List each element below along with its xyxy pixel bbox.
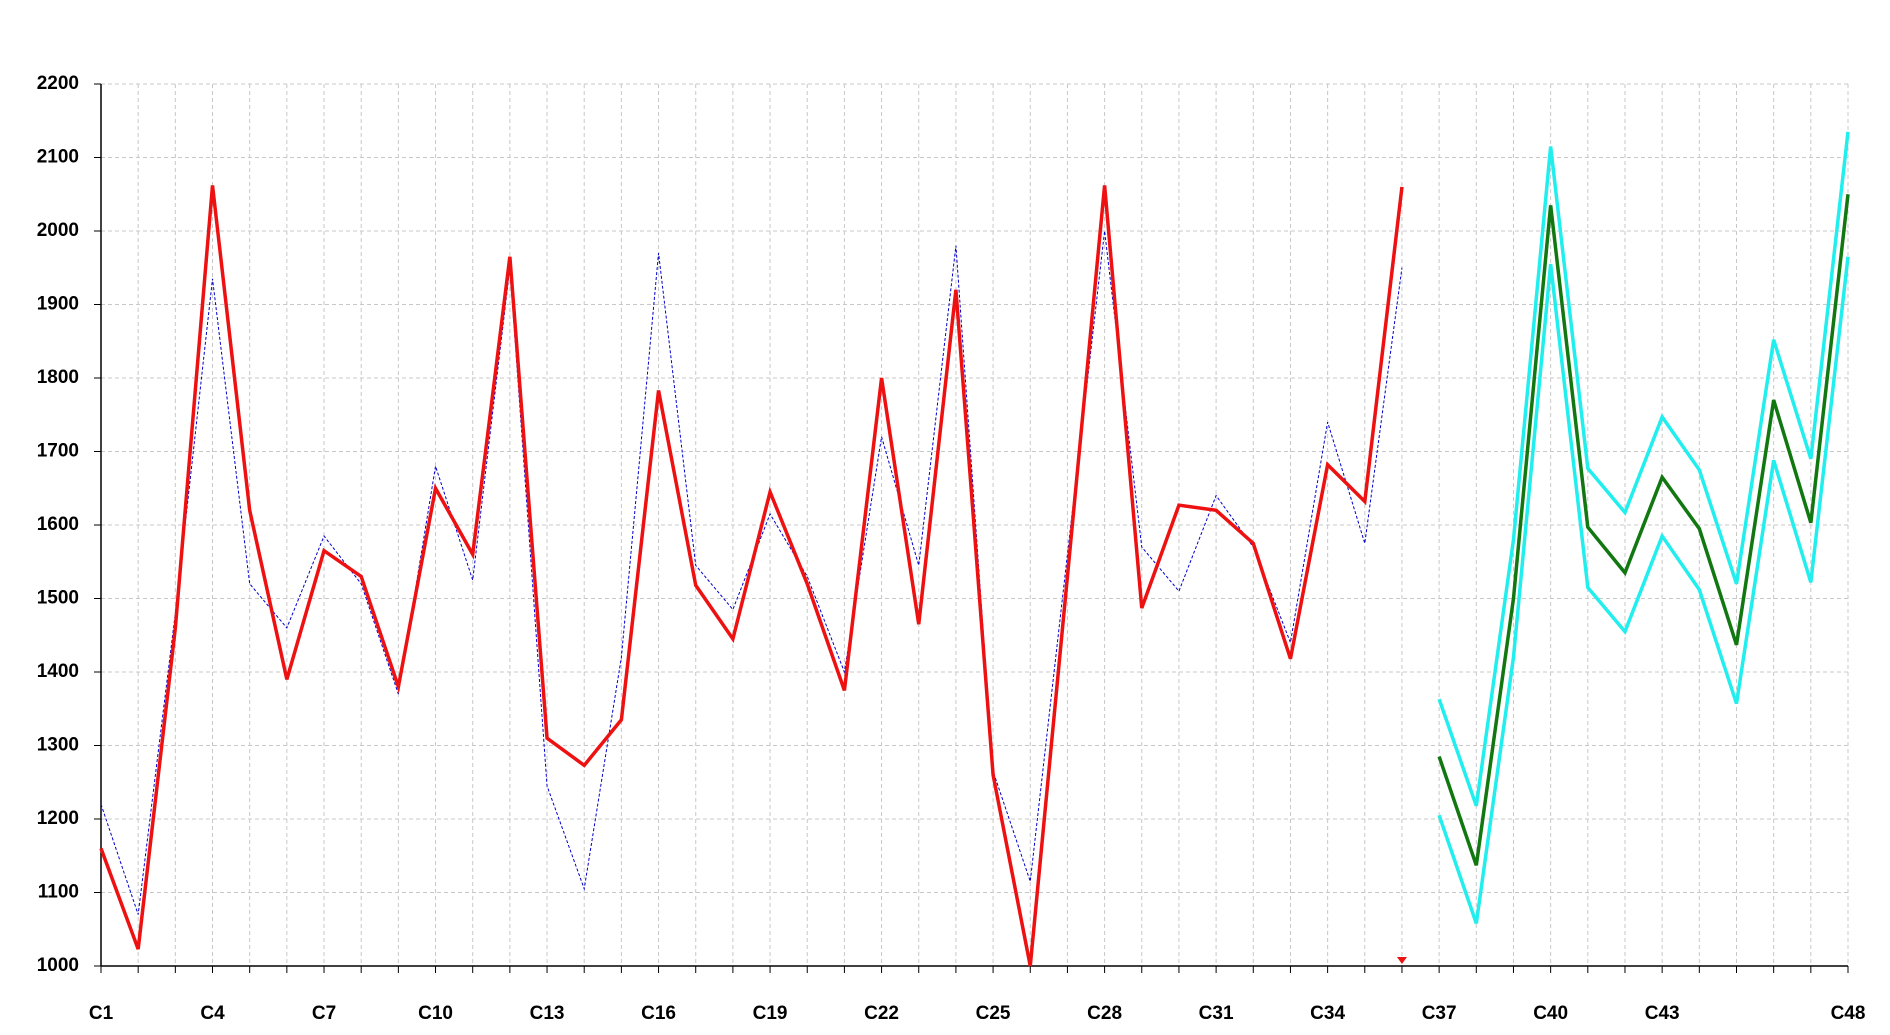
y-tick-label: 1400 (37, 661, 79, 682)
y-tick-label: 1800 (37, 367, 79, 388)
x-tick-label: C22 (864, 1003, 899, 1024)
x-tick-label: C10 (418, 1003, 453, 1024)
y-tick-label: 1900 (37, 294, 79, 315)
x-tick-label: C25 (976, 1003, 1011, 1024)
series-line (1437, 194, 1850, 866)
x-tick-label: C1 (89, 1003, 114, 1024)
y-tick-label: 1100 (38, 882, 79, 903)
y-tick-label: 2000 (37, 220, 79, 241)
x-tick-label: C4 (200, 1003, 225, 1024)
series-line (1437, 131, 1850, 807)
y-tick-label: 1700 (37, 441, 79, 462)
y-tick-label: 1500 (37, 588, 79, 609)
series-line (99, 185, 1404, 967)
y-tick-label: 2200 (37, 73, 79, 94)
x-tick-label: C28 (1087, 1003, 1122, 1024)
y-tick-label: 2100 (37, 147, 79, 168)
y-tick-label: 1200 (37, 808, 79, 829)
x-tick-label: C13 (530, 1003, 565, 1024)
y-tick-label: 1600 (37, 514, 79, 535)
x-tick-label: C19 (753, 1003, 788, 1024)
x-tick-label: C43 (1645, 1003, 1680, 1024)
y-tick-label: 1000 (37, 955, 79, 976)
x-tick-label: C7 (312, 1003, 336, 1024)
x-tick-label: C34 (1310, 1003, 1345, 1024)
series-line (100, 230, 1403, 915)
x-tick-label: C37 (1422, 1003, 1457, 1024)
x-tick-label: C16 (641, 1003, 676, 1024)
x-tick-label: C48 (1831, 1003, 1866, 1024)
x-tick-label: C40 (1533, 1003, 1568, 1024)
x-tick-label: C31 (1199, 1003, 1234, 1024)
forecast-marker (1396, 957, 1407, 964)
series-line (1437, 256, 1850, 924)
y-tick-label: 1300 (37, 735, 79, 756)
